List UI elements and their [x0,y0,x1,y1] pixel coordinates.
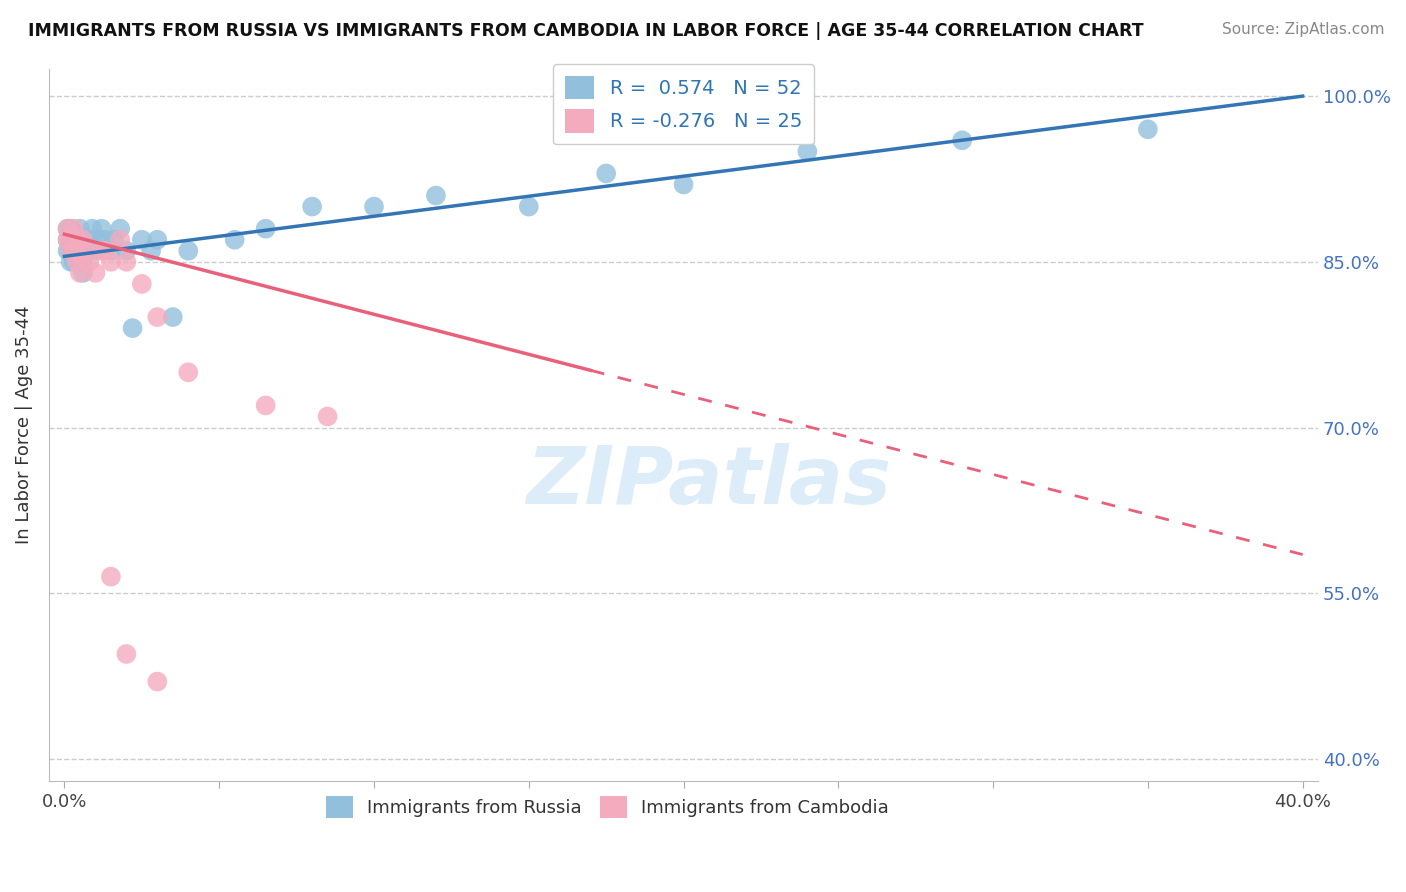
Point [62,233,84,247]
Text: Source: ZipAtlas.com: Source: ZipAtlas.com [1222,22,1385,37]
Point [72,266,94,280]
Point [62,255,84,269]
Point [56,233,79,247]
Point [69,244,91,258]
Point [72,233,94,247]
Point [1136,122,1159,136]
Point [108,221,131,235]
Point [56,221,79,235]
Point [139,244,162,258]
Point [59,233,82,247]
Point [66,255,89,269]
Point [66,233,89,247]
Point [77,255,100,269]
Point [177,244,200,258]
Y-axis label: In Labor Force | Age 35-44: In Labor Force | Age 35-44 [15,305,32,544]
Point [100,244,122,258]
Point [56,244,79,258]
Point [62,244,84,258]
Point [301,200,323,214]
Point [59,244,82,258]
Point [59,221,82,235]
Point [75,233,97,247]
Point [425,188,447,202]
Point [66,233,89,247]
Point [316,409,339,424]
Point [56,233,79,247]
Point [108,233,131,247]
Point [72,255,94,269]
Point [93,244,115,258]
Point [517,200,540,214]
Point [93,233,115,247]
Point [59,233,82,247]
Point [62,244,84,258]
Point [66,244,89,258]
Point [69,244,91,258]
Point [75,244,97,258]
Point [72,255,94,269]
Point [66,233,89,247]
Point [59,255,82,269]
Point [77,233,100,247]
Point [950,133,973,147]
Point [146,674,169,689]
Point [90,244,112,258]
Text: IMMIGRANTS FROM RUSSIA VS IMMIGRANTS FROM CAMBODIA IN LABOR FORCE | AGE 35-44 CO: IMMIGRANTS FROM RUSSIA VS IMMIGRANTS FRO… [28,22,1143,40]
Point [103,233,125,247]
Point [115,255,138,269]
Point [254,221,277,235]
Point [254,399,277,413]
Point [66,255,89,269]
Point [72,233,94,247]
Point [84,244,107,258]
Point [69,221,91,235]
Point [75,244,97,258]
Point [62,244,84,258]
Point [69,233,91,247]
Point [84,266,107,280]
Point [115,647,138,661]
Point [62,221,84,235]
Point [146,233,169,247]
Point [672,178,695,192]
Point [82,221,104,235]
Point [87,233,110,247]
Point [59,244,82,258]
Point [90,221,112,235]
Point [56,221,79,235]
Point [363,200,385,214]
Point [595,166,617,180]
Point [100,255,122,269]
Point [224,233,246,247]
Point [146,310,169,324]
Point [100,569,122,583]
Point [69,266,91,280]
Point [121,321,143,335]
Point [177,365,200,379]
Text: ZIPatlas: ZIPatlas [526,442,891,521]
Point [162,310,184,324]
Point [796,145,818,159]
Point [69,255,91,269]
Point [115,244,138,258]
Point [72,244,94,258]
Legend: Immigrants from Russia, Immigrants from Cambodia: Immigrants from Russia, Immigrants from … [318,789,897,825]
Point [131,233,153,247]
Point [131,277,153,291]
